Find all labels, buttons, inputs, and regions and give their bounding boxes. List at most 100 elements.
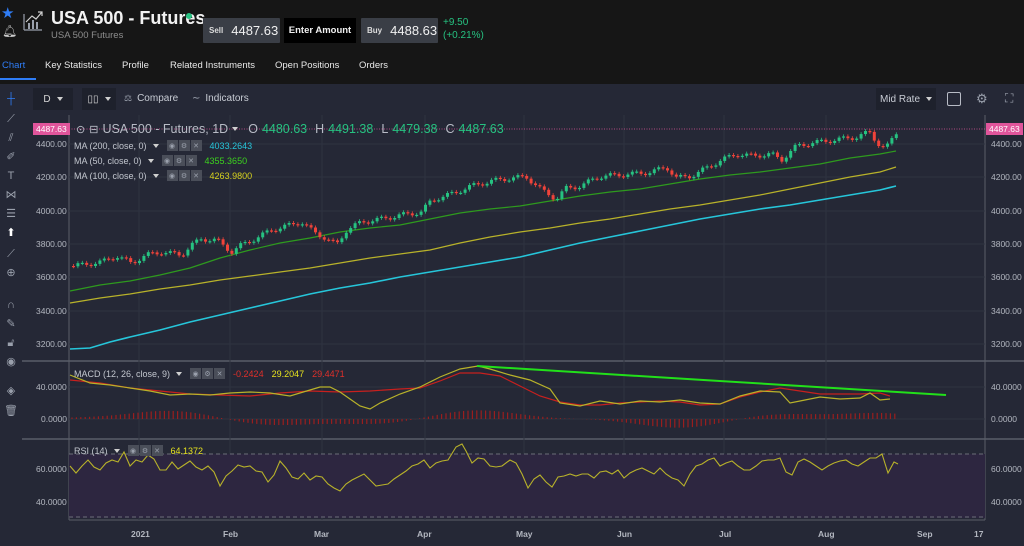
zoom-in-icon[interactable]: ⊕: [6, 267, 16, 279]
rsi-value: 64.1372: [170, 445, 204, 456]
settings-icon[interactable]: ⚙: [202, 368, 214, 379]
interval-dropdown[interactable]: D: [33, 88, 73, 110]
symbol-interval-label[interactable]: USA 500 - Futures, 1D: [102, 122, 229, 136]
low-value: 4479.38: [392, 122, 438, 136]
settings-gear-icon[interactable]: ⚙: [976, 91, 988, 106]
ma50-legend[interactable]: MA (50, close, 0) ◉ ⚙ ✕ 4355.3650: [74, 155, 248, 166]
tab-open-positions[interactable]: Open Positions: [275, 60, 340, 71]
chevron-down-icon[interactable]: [232, 127, 239, 131]
chevron-down-icon[interactable]: [152, 143, 159, 148]
y-tick-left: 40.0000: [36, 382, 67, 392]
y-tick-left: 4200.00: [36, 172, 67, 182]
ma100-line: [69, 166, 897, 304]
rsi-line: [69, 443, 899, 492]
interval-value: D: [43, 93, 51, 105]
indicators-button[interactable]: ∼ Indicators: [192, 93, 249, 104]
close-icon[interactable]: ✕: [185, 155, 197, 166]
tab-chart[interactable]: Chart: [2, 60, 26, 71]
tab-profile[interactable]: Profile: [122, 60, 149, 71]
sell-button[interactable]: Sell 4487.63: [203, 18, 280, 43]
hide-icon[interactable]: ⊟: [89, 123, 99, 136]
x-tick: Aug: [818, 529, 835, 539]
x-tick: Feb: [223, 529, 239, 539]
layers-icon[interactable]: ◈: [6, 385, 16, 397]
y-tick-left: 3600.00: [36, 272, 67, 282]
rsi-legend[interactable]: RSI (14) ◉ ⚙ ✕ 64.1372: [74, 445, 204, 456]
pattern-icon[interactable]: ⋈: [5, 189, 17, 201]
visibility-icon[interactable]: ◉: [166, 170, 178, 181]
compare-button[interactable]: ⚖ Compare: [124, 93, 178, 104]
sell-price: 4487.63: [231, 23, 279, 38]
tab-orders[interactable]: Orders: [359, 60, 389, 71]
fib-retracement-icon[interactable]: ⫽: [8, 132, 14, 144]
market-open-indicator: [186, 13, 192, 19]
visibility-icon[interactable]: ◉: [190, 368, 202, 379]
y-tick-left: 3800.00: [36, 239, 67, 249]
chevron-down-icon[interactable]: [113, 448, 120, 453]
ohlc-legend: ⊙ ⊟ USA 500 - Futures, 1D O 4480.63 H 4491…: [76, 122, 504, 136]
x-tick: Jun: [617, 529, 633, 539]
lock-icon[interactable]: 🔓︎: [7, 337, 15, 349]
ma200-value: 4033.2643: [209, 140, 253, 151]
x-tick: May: [516, 529, 533, 539]
settings-icon[interactable]: ⚙: [139, 445, 151, 456]
measure-icon[interactable]: ☰: [6, 208, 16, 220]
settings-icon[interactable]: ⚙: [178, 140, 190, 151]
brush-icon[interactable]: ✐: [6, 151, 16, 163]
eye-icon[interactable]: ◉: [6, 356, 16, 368]
chart-type-dropdown[interactable]: ▯▯: [82, 88, 116, 110]
visibility-icon[interactable]: ◉: [127, 445, 139, 456]
visibility-icon[interactable]: ◉: [166, 140, 178, 151]
crosshair-icon[interactable]: ┼: [7, 93, 15, 105]
chevron-down-icon[interactable]: [147, 158, 154, 163]
close-icon[interactable]: ✕: [190, 140, 202, 151]
close-icon[interactable]: ✕: [214, 368, 226, 379]
macd-histogram-value: -0.2424: [233, 368, 264, 379]
last-price-tag-left: 4487.63: [33, 123, 70, 135]
macd-trendline: [476, 365, 947, 396]
ruler-icon[interactable]: ⟋: [7, 248, 15, 260]
close-icon[interactable]: ✕: [190, 170, 202, 181]
favorite-star-icon[interactable]: ★: [1, 5, 15, 22]
ma200-legend[interactable]: MA (200, close, 0) ◉ ⚙ ✕ 4033.2643: [74, 140, 253, 151]
settings-icon[interactable]: ⚙: [178, 170, 190, 181]
visibility-icon[interactable]: ◉: [161, 155, 173, 166]
pencil-lock-icon[interactable]: ✎: [6, 318, 16, 330]
ma100-legend[interactable]: MA (100, close, 0) ◉ ⚙ ✕ 4263.9800: [74, 170, 253, 181]
collapse-icon[interactable]: ⊙: [76, 123, 86, 136]
magnet-icon[interactable]: ∩: [7, 299, 15, 311]
text-icon[interactable]: T: [7, 170, 15, 182]
trash-icon[interactable]: 🗑︎: [4, 405, 18, 417]
y-tick-left: 3400.00: [36, 306, 67, 316]
arrow-up-icon[interactable]: ⬆: [6, 227, 16, 239]
tab-related-instruments[interactable]: Related Instruments: [170, 60, 256, 71]
close-value: 4487.63: [458, 122, 504, 136]
y-tick-right: 40.0000: [991, 382, 1022, 392]
instrument-header: ★ 🔔︎ USA 500 - Futures USA 500 Futures S…: [0, 0, 1024, 50]
instrument-subtitle: USA 500 Futures: [51, 30, 124, 41]
close-icon[interactable]: ✕: [151, 445, 163, 456]
y-tick-right: 4000.00: [991, 206, 1022, 216]
y-tick-right: 3800.00: [991, 239, 1022, 249]
rate-mode-dropdown[interactable]: Mid Rate: [876, 88, 936, 110]
fullscreen-square-icon[interactable]: [947, 92, 961, 106]
instrument-title: USA 500 - Futures: [51, 8, 206, 28]
alert-bell-icon[interactable]: 🔔︎: [2, 24, 18, 38]
x-tick: 17: [974, 529, 984, 539]
trend-line-icon[interactable]: ⟋: [7, 113, 15, 125]
buy-button[interactable]: Buy 4488.63: [361, 18, 438, 43]
macd-legend[interactable]: MACD (12, 26, close, 9) ◉ ⚙ ✕ -0.2424 29.2…: [74, 368, 345, 379]
chevron-down-icon[interactable]: [176, 371, 183, 376]
settings-icon[interactable]: ⚙: [173, 155, 185, 166]
y-tick-right: 60.0000: [991, 464, 1022, 474]
y-tick-left: 0.0000: [41, 414, 67, 424]
enter-amount-button[interactable]: Enter Amount: [284, 18, 356, 43]
indicators-icon: ∼: [192, 93, 201, 104]
tab-key-statistics[interactable]: Key Statistics: [45, 60, 103, 71]
active-tab-indicator: [0, 78, 36, 80]
expand-icon[interactable]: ⛶: [1005, 91, 1014, 105]
x-tick: Mar: [314, 529, 330, 539]
chevron-down-icon[interactable]: [152, 173, 159, 178]
chevron-down-icon: [926, 97, 932, 101]
